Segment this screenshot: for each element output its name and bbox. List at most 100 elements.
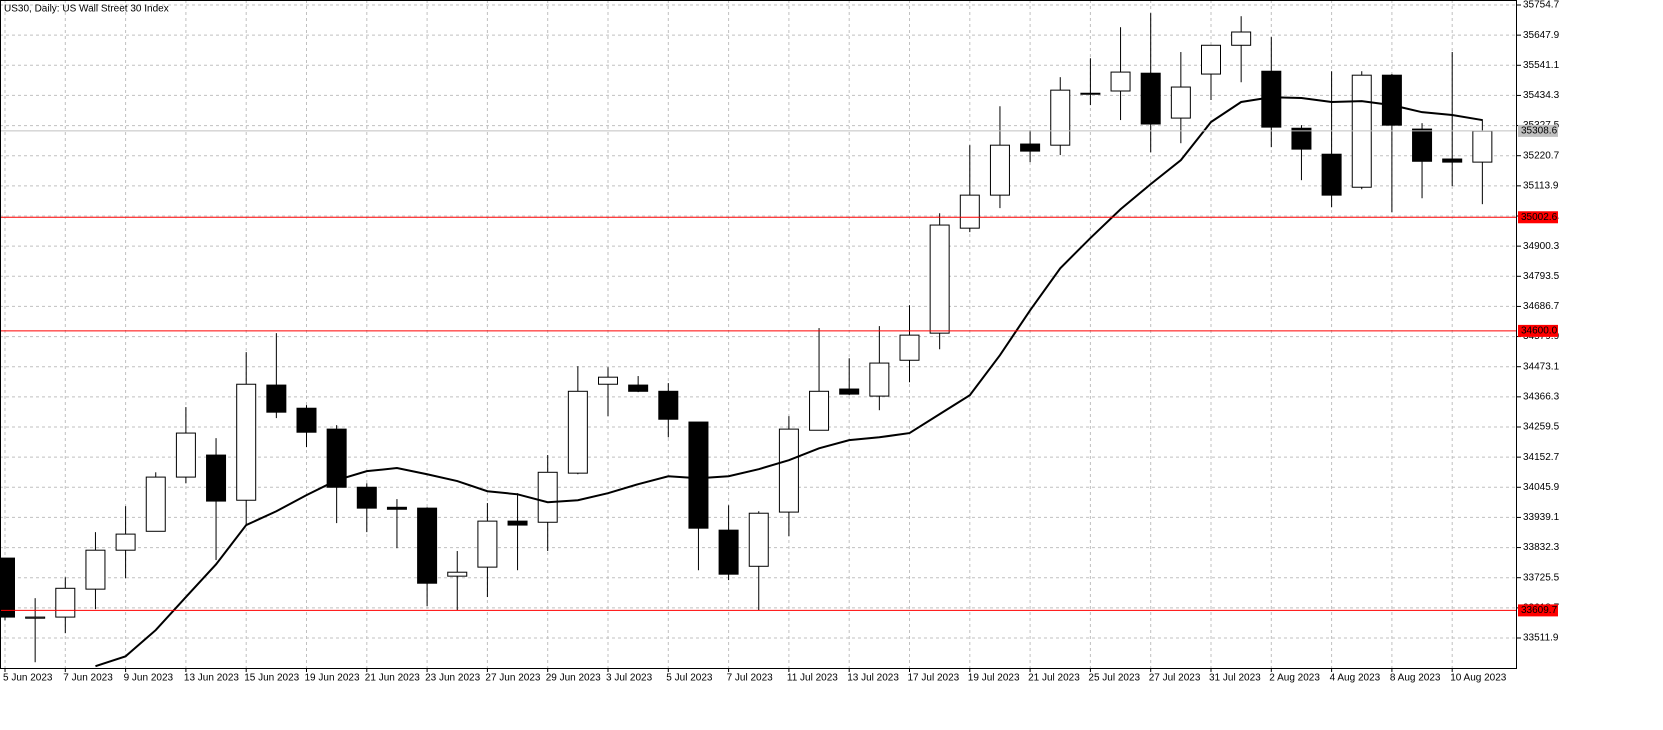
x-tick-label: 10 Aug 2023: [1450, 673, 1507, 684]
candle-body: [266, 384, 287, 413]
y-tick-label: 34152.7: [1523, 452, 1560, 463]
x-tick-label: 13 Jul 2023: [847, 673, 899, 684]
x-tick-label: 4 Aug 2023: [1330, 673, 1381, 684]
plot-frame: [0, 0, 1517, 669]
y-tick-label: 33511.9: [1523, 633, 1559, 644]
candle-body: [1321, 153, 1342, 196]
candle-body: [145, 476, 166, 532]
candle-body: [206, 454, 227, 502]
x-tick-label: 23 Jun 2023: [425, 673, 480, 684]
x-tick-label: 21 Jun 2023: [365, 673, 420, 684]
y-tick-label: 34366.3: [1523, 391, 1560, 402]
candle-body: [598, 376, 618, 385]
candle-body: [1170, 86, 1191, 119]
candle-body: [175, 432, 196, 478]
candle-body: [25, 616, 46, 619]
candle-body: [567, 390, 588, 474]
y-tick-label: 34900.3: [1523, 241, 1560, 252]
candle-body: [537, 471, 558, 523]
y-tick-label: 35220.7: [1523, 150, 1560, 161]
candle-body: [899, 334, 920, 361]
candle-body: [628, 384, 649, 392]
candle-body: [236, 383, 257, 501]
candle-body: [1412, 128, 1433, 162]
x-tick-label: 5 Jul 2023: [666, 673, 713, 684]
candle-body: [1110, 71, 1131, 92]
y-tick-label: 35434.3: [1523, 90, 1560, 101]
level-box: [1518, 211, 1558, 224]
current-price-box: [1518, 124, 1558, 137]
candle-body: [55, 587, 76, 618]
level-label: 34600.0: [1521, 326, 1558, 337]
candle-body: [959, 194, 980, 229]
y-tick-label: 33939.1: [1523, 512, 1560, 523]
candle-body: [1231, 31, 1252, 46]
candle-body: [688, 421, 709, 529]
candle-body: [718, 529, 739, 575]
candle-body: [0, 557, 15, 618]
y-tick-label: 34045.9: [1523, 482, 1560, 493]
level-box: [1518, 324, 1558, 337]
y-tick-label: 35113.9: [1523, 180, 1559, 191]
y-tick-label: 34473.1: [1523, 361, 1560, 372]
candle-body: [1291, 127, 1312, 150]
y-tick-label: 35754.7: [1523, 0, 1560, 11]
x-tick-label: 29 Jun 2023: [546, 673, 601, 684]
y-tick-label: 34793.5: [1523, 271, 1560, 282]
candle-body: [507, 520, 528, 526]
x-tick-label: 19 Jun 2023: [305, 673, 360, 684]
candle-body: [1020, 143, 1041, 152]
y-tick-label: 35647.9: [1523, 30, 1560, 41]
y-tick-label: 33832.3: [1523, 542, 1560, 553]
x-tick-label: 11 Jul 2023: [787, 673, 838, 684]
candle-body: [1201, 44, 1221, 75]
x-tick-label: 2 Aug 2023: [1269, 673, 1320, 684]
candle-body: [929, 224, 950, 334]
x-tick-label: 27 Jul 2023: [1149, 673, 1201, 684]
plot: [0, 13, 1517, 668]
candle-body: [85, 549, 106, 590]
y-tick-label: 33725.5: [1523, 572, 1560, 583]
x-tick-label: 5 Jun 2023: [3, 673, 53, 684]
candle-body: [417, 507, 438, 584]
candle-body: [1080, 92, 1101, 95]
candle-body: [1381, 74, 1402, 126]
candle-body: [809, 390, 830, 431]
level-label: 35002.6: [1521, 212, 1558, 223]
candle-body: [839, 388, 860, 395]
x-tick-label: 17 Jul 2023: [908, 673, 960, 684]
candle-body: [748, 512, 769, 567]
candle-body: [989, 144, 1010, 196]
y-tick-label: 34259.5: [1523, 422, 1560, 433]
candle-body: [447, 571, 468, 577]
candle-body: [296, 407, 317, 433]
candle-body: [326, 428, 347, 488]
x-tick-label: 3 Jul 2023: [606, 673, 653, 684]
candle-body: [778, 428, 799, 513]
x-tick-label: 15 Jun 2023: [244, 673, 299, 684]
y-tick-label: 34686.7: [1523, 301, 1560, 312]
candle-body: [1472, 130, 1493, 163]
level-label: 33609.7: [1521, 605, 1558, 616]
candle-body: [658, 390, 679, 420]
current-price-label: 35308.6: [1521, 126, 1558, 137]
level-box: [1518, 604, 1558, 617]
chart-title: US30, Daily: US Wall Street 30 Index: [4, 4, 169, 15]
candle-body: [386, 506, 407, 510]
x-tick-label: 21 Jul 2023: [1028, 673, 1080, 684]
x-tick-label: 19 Jul 2023: [968, 673, 1020, 684]
candle-body: [1442, 158, 1463, 163]
x-tick-label: 25 Jul 2023: [1088, 673, 1140, 684]
x-tick-label: 27 Jun 2023: [485, 673, 540, 684]
candle-body: [1140, 72, 1161, 125]
x-tick-label: 31 Jul 2023: [1209, 673, 1261, 684]
x-tick-label: 13 Jun 2023: [184, 673, 239, 684]
axes: 35754.735647.935541.135434.335327.535220…: [3, 0, 1560, 684]
candle-body: [1050, 89, 1071, 146]
moving-average-line: [95, 96, 1483, 668]
candle-body: [477, 520, 498, 568]
candle-body: [356, 486, 377, 509]
y-tick-label: 35541.1: [1523, 60, 1560, 71]
